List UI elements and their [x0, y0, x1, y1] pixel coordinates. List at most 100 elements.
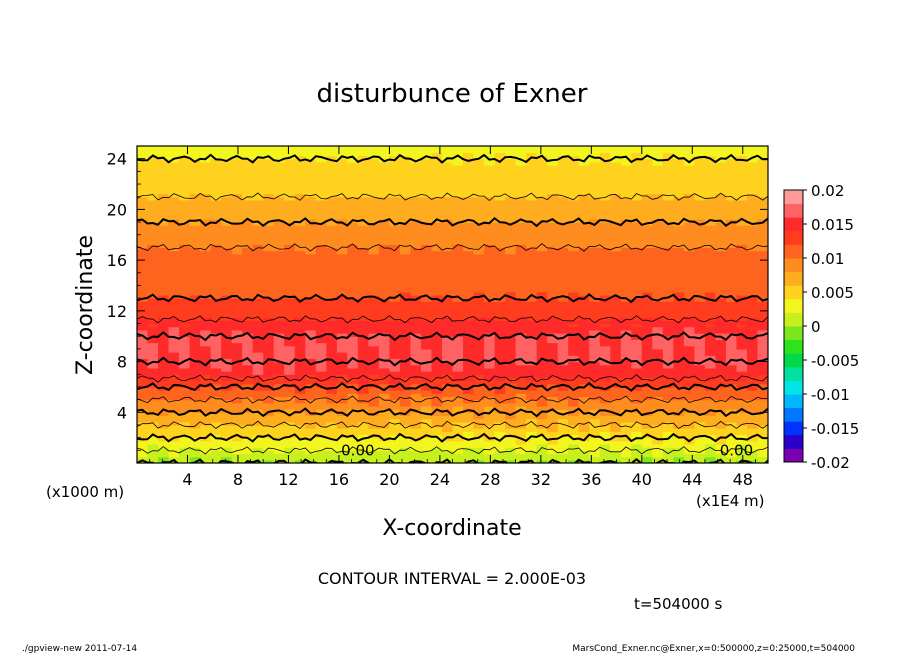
- field-cell: [620, 203, 632, 207]
- field-cell: [137, 301, 149, 306]
- field-cell: [273, 367, 285, 372]
- field-cell: [725, 415, 738, 420]
- field-cell: [378, 352, 390, 356]
- field-cell: [189, 336, 201, 340]
- field-cell: [336, 333, 348, 337]
- field-cell: [284, 234, 296, 239]
- field-cell: [599, 399, 611, 404]
- field-cell: [473, 450, 485, 455]
- field-cell: [505, 304, 517, 309]
- field-cell: [536, 263, 548, 268]
- field-cell: [662, 393, 674, 398]
- field-cell: [484, 456, 496, 461]
- field-cell: [431, 291, 443, 296]
- field-cell: [484, 383, 496, 388]
- field-cell: [704, 377, 717, 382]
- field-cell: [631, 301, 643, 306]
- field-cell: [441, 402, 454, 407]
- field-cell: [137, 263, 149, 268]
- field-cell: [526, 437, 538, 442]
- field-cell: [557, 459, 569, 463]
- field-cell: [484, 241, 496, 245]
- field-cell: [662, 307, 674, 312]
- field-cell: [578, 215, 590, 220]
- field-cell: [420, 383, 433, 388]
- field-cell: [673, 380, 685, 385]
- field-cell: [305, 339, 317, 344]
- field-cell: [505, 225, 517, 230]
- field-cell: [210, 225, 222, 230]
- field-cell: [547, 203, 559, 207]
- field-cell: [431, 231, 443, 236]
- field-cell: [662, 443, 674, 448]
- field-cell: [315, 307, 327, 312]
- field-cell: [147, 320, 159, 325]
- field-cell: [652, 203, 664, 207]
- field-cell: [610, 456, 622, 461]
- field-cell: [662, 310, 674, 315]
- field-cell: [704, 291, 717, 296]
- field-cell: [168, 339, 180, 344]
- field-cell: [347, 310, 359, 315]
- field-cell: [652, 352, 664, 356]
- field-cell: [221, 326, 233, 331]
- field-cell: [631, 453, 643, 458]
- field-cell: [305, 310, 317, 315]
- field-cell: [452, 402, 464, 407]
- field-cell: [484, 263, 496, 268]
- field-cell: [305, 225, 317, 230]
- field-cell: [389, 307, 401, 312]
- field-cell: [631, 396, 643, 401]
- field-cell: [473, 209, 485, 214]
- field-cell: [589, 443, 601, 448]
- field-cell: [158, 399, 170, 404]
- field-cell: [441, 440, 454, 445]
- field-cell: [589, 310, 601, 315]
- field-cell: [273, 234, 285, 239]
- field-cell: [536, 402, 548, 407]
- field-cell: [326, 209, 338, 214]
- field-cell: [515, 307, 527, 312]
- field-cell: [494, 285, 506, 290]
- field-cell: [463, 405, 475, 410]
- field-cell: [473, 206, 485, 210]
- field-cell: [599, 447, 611, 451]
- field-cell: [683, 383, 695, 388]
- field-cell: [263, 199, 275, 204]
- field-cell: [494, 374, 506, 379]
- field-cell: [536, 256, 548, 261]
- field-cell: [620, 437, 632, 442]
- field-cell: [347, 386, 359, 391]
- field-cell: [652, 345, 664, 350]
- field-cell: [263, 256, 275, 261]
- field-cell: [431, 288, 443, 293]
- field-cell: [526, 364, 538, 369]
- field-cell: [463, 209, 475, 214]
- field-cell: [526, 272, 538, 277]
- field-cell: [683, 279, 695, 283]
- field-cell: [620, 405, 632, 410]
- field-cell: [694, 244, 706, 249]
- field-cell: [673, 409, 685, 413]
- field-cell: [168, 285, 180, 290]
- field-cell: [147, 275, 159, 280]
- field-cell: [746, 237, 759, 242]
- field-cell: [536, 450, 548, 455]
- field-cell: [515, 225, 527, 230]
- field-cell: [599, 405, 611, 410]
- field-cell: [578, 263, 590, 268]
- field-cell: [389, 225, 401, 230]
- field-cell: [315, 228, 327, 233]
- field-cell: [137, 317, 149, 321]
- field-cell: [652, 456, 664, 461]
- field-cell: [694, 263, 706, 268]
- field-cell: [494, 241, 506, 245]
- field-cell: [683, 314, 695, 318]
- field-cell: [441, 291, 454, 296]
- field-cell: [641, 228, 653, 233]
- field-cell: [221, 345, 233, 350]
- field-cell: [189, 263, 201, 268]
- field-cell: [441, 228, 454, 233]
- field-cell: [431, 314, 443, 318]
- field-cell: [568, 345, 580, 350]
